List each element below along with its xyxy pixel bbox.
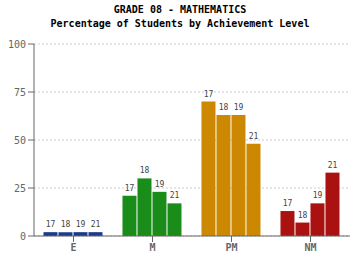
svg-text:E: E — [70, 242, 76, 253]
svg-text:18: 18 — [219, 103, 229, 112]
svg-text:0: 0 — [20, 231, 26, 242]
svg-text:17: 17 — [204, 90, 214, 99]
svg-text:21: 21 — [91, 220, 101, 229]
svg-text:17: 17 — [125, 184, 135, 193]
svg-text:50: 50 — [14, 135, 26, 146]
svg-text:19: 19 — [234, 103, 244, 112]
svg-text:100: 100 — [8, 39, 26, 50]
svg-text:M: M — [149, 242, 155, 253]
svg-text:19: 19 — [155, 180, 165, 189]
svg-text:NM: NM — [304, 242, 316, 253]
html-text:GRADE 08 - MATHEMATICS: GRADE 08 - MATHEMATICS — [113, 4, 247, 15]
svg-text:17: 17 — [283, 199, 293, 208]
svg-text:18: 18 — [140, 166, 150, 175]
svg-text:17: 17 — [46, 220, 56, 229]
svg-text:21: 21 — [249, 132, 259, 141]
svg-text:18: 18 — [298, 211, 308, 220]
svg-text:25: 25 — [14, 183, 26, 194]
svg-text:18: 18 — [61, 220, 71, 229]
svg-text:21: 21 — [170, 191, 180, 200]
html-text:Percentage of Students by Achi: Percentage of Students by Achievement Le… — [50, 18, 310, 29]
svg-text:75: 75 — [14, 87, 26, 98]
svg-text:21: 21 — [328, 161, 338, 170]
svg-text:19: 19 — [76, 220, 86, 229]
svg-text:PM: PM — [225, 242, 237, 253]
svg-text:19: 19 — [313, 191, 323, 200]
